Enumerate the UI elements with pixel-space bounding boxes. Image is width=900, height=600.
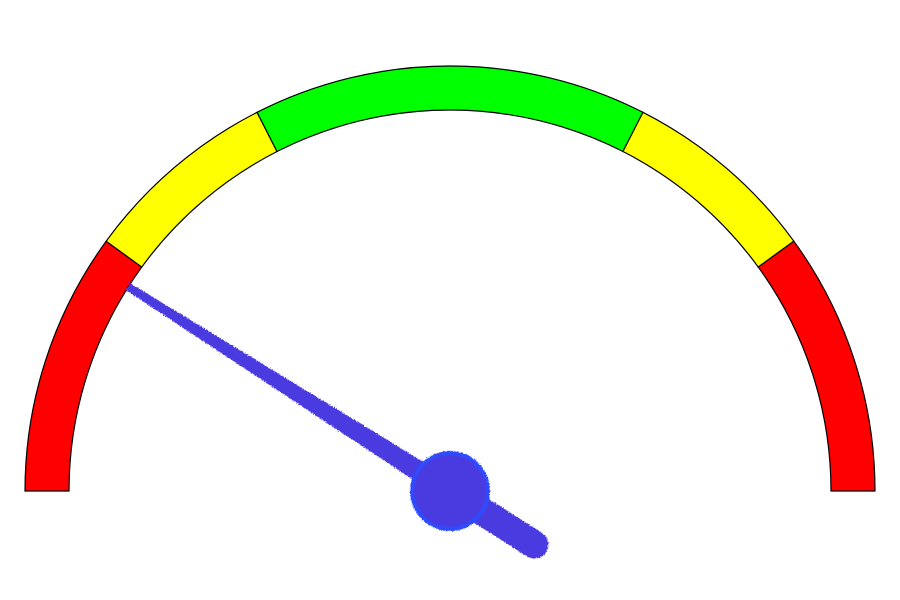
gauge-band-3 xyxy=(622,111,795,268)
gauge-bands xyxy=(24,65,876,492)
gauge-band-1 xyxy=(105,111,278,268)
gauge-band-4 xyxy=(757,240,876,492)
needle-hub xyxy=(410,451,490,531)
gauge-band-0 xyxy=(24,240,143,492)
gauge-band-2 xyxy=(256,65,644,153)
gauge-needle xyxy=(122,281,549,559)
needle-pointer xyxy=(122,281,456,501)
